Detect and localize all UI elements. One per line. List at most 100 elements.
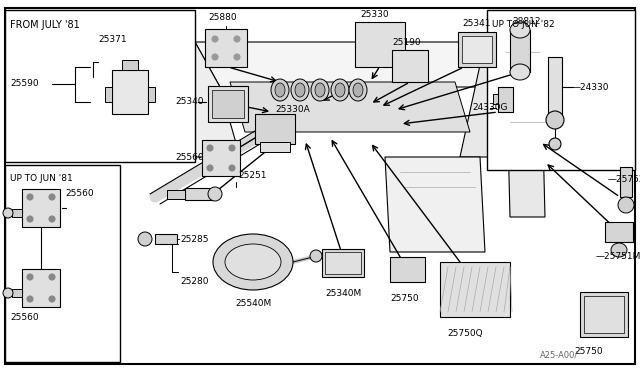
Bar [5,165,120,362]
Bar [12,209,22,217]
Ellipse shape [331,79,349,101]
Ellipse shape [27,296,33,302]
Polygon shape [230,82,470,132]
Ellipse shape [3,208,13,218]
Text: 25285: 25285 [180,234,209,244]
Bar [620,167,632,197]
Ellipse shape [349,79,367,101]
Bar [322,249,364,277]
Bar [580,292,628,337]
Ellipse shape [335,83,345,97]
Bar [584,296,624,333]
Ellipse shape [229,145,235,151]
Text: 25190: 25190 [392,38,420,47]
Polygon shape [195,42,510,87]
Bar [498,87,513,112]
Ellipse shape [353,83,363,97]
Bar [112,70,148,114]
Ellipse shape [49,194,55,200]
Ellipse shape [138,232,152,246]
Ellipse shape [213,234,293,290]
Text: 25341: 25341 [462,19,490,28]
Ellipse shape [207,145,213,151]
Text: 24330G: 24330G [472,103,508,112]
Ellipse shape [271,79,289,101]
Text: 25251: 25251 [238,171,266,180]
Bar [458,32,496,67]
Text: 25750: 25750 [574,347,603,356]
Bar [255,114,295,144]
Ellipse shape [310,250,322,262]
Bar [202,140,240,176]
Bar [12,289,22,297]
Text: 25560: 25560 [65,189,93,199]
Polygon shape [505,17,545,217]
Text: FROM JULY '81: FROM JULY '81 [10,20,80,30]
Bar [462,36,492,63]
Ellipse shape [49,216,55,222]
Ellipse shape [27,194,33,200]
Bar [260,142,290,152]
Bar [105,87,112,102]
Bar [487,10,635,170]
Ellipse shape [234,36,240,42]
Ellipse shape [229,165,235,171]
Ellipse shape [212,36,218,42]
Ellipse shape [27,274,33,280]
Text: 25880: 25880 [208,13,237,22]
Ellipse shape [234,54,240,60]
Text: 25330A: 25330A [275,105,310,114]
Text: 25750: 25750 [390,294,419,303]
Bar [148,87,155,102]
Bar [440,262,510,317]
Bar [122,60,138,70]
Ellipse shape [618,197,634,213]
Text: 25280: 25280 [180,278,209,286]
Text: 25340M: 25340M [325,289,361,298]
Polygon shape [460,42,520,157]
Bar [355,22,405,67]
Bar [205,29,247,67]
Ellipse shape [546,111,564,129]
Text: UP TO JUN '82: UP TO JUN '82 [492,20,555,29]
Text: 25371: 25371 [98,35,127,44]
Bar [22,269,60,307]
Ellipse shape [49,274,55,280]
Text: 25560: 25560 [10,312,38,321]
Ellipse shape [291,79,309,101]
Bar [5,10,195,162]
Ellipse shape [27,216,33,222]
Bar [548,57,562,117]
Bar [325,252,361,274]
Bar [390,257,425,282]
Ellipse shape [212,54,218,60]
Bar [605,222,633,242]
Text: A25-A00/: A25-A00/ [540,351,579,360]
Bar [185,188,213,200]
Text: 25750Q: 25750Q [447,329,483,338]
Ellipse shape [510,22,530,38]
Ellipse shape [207,165,213,171]
Ellipse shape [3,288,13,298]
Bar [22,189,60,227]
Ellipse shape [208,187,222,201]
Bar [493,94,498,104]
Ellipse shape [49,296,55,302]
Ellipse shape [315,83,325,97]
Ellipse shape [275,83,285,97]
Bar [212,90,244,118]
Bar [510,30,530,72]
Bar [155,234,177,244]
Text: —24330: —24330 [572,83,609,92]
Ellipse shape [611,243,627,257]
Bar [167,190,185,199]
Text: 25330: 25330 [360,10,388,19]
Ellipse shape [225,244,281,280]
Ellipse shape [295,83,305,97]
Polygon shape [175,42,240,157]
Ellipse shape [549,138,561,150]
Bar [392,50,428,82]
Ellipse shape [311,79,329,101]
Text: 25590: 25590 [10,80,38,89]
Ellipse shape [510,64,530,80]
